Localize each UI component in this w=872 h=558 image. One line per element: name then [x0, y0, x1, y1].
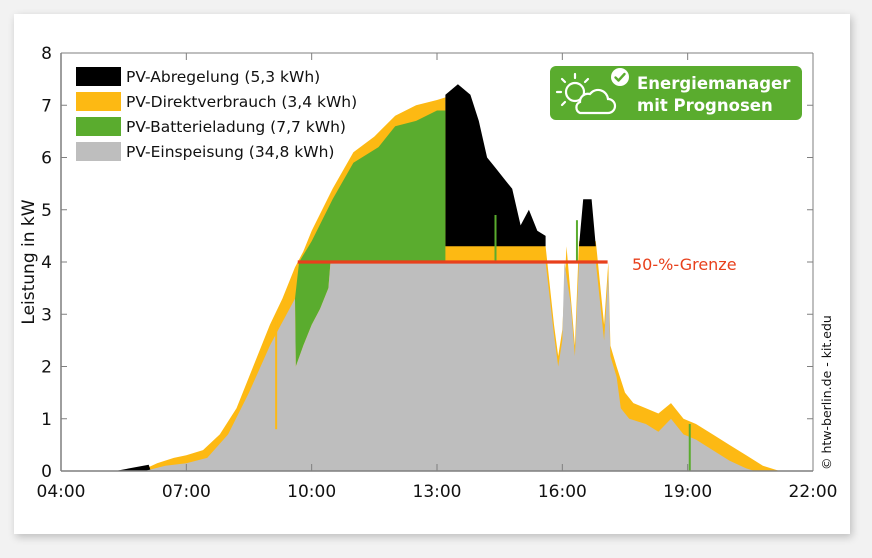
x-tick-label: 07:00	[162, 482, 211, 502]
y-tick-label: 3	[41, 305, 52, 325]
legend-swatch-direktverbrauch	[76, 92, 121, 111]
legend-swatch-abregelung	[76, 67, 121, 86]
copyright-text: © htw-berlin.de - kit.edu	[819, 315, 834, 470]
x-tick-label: 04:00	[37, 482, 86, 502]
x-tick-label: 22:00	[789, 482, 838, 502]
badge-line-1: Energiemanager	[637, 74, 791, 93]
y-tick-label: 1	[41, 410, 52, 430]
energy-manager-badge: Energiemanager mit Prognosen	[550, 66, 802, 120]
sun-cloud-icon	[555, 72, 617, 115]
y-tick-label: 6	[41, 149, 52, 169]
y-tick-label: 5	[41, 201, 52, 221]
y-tick-label: 8	[41, 44, 52, 64]
x-tick-label: 13:00	[413, 482, 462, 502]
area-batterieladung	[295, 110, 446, 367]
y-tick-label: 0	[41, 462, 52, 482]
legend: PV-Abregelung (5,3 kWh) PV-Direktverbrau…	[76, 67, 357, 161]
y-axis-title: Leistung in kW	[19, 199, 39, 324]
legend-swatch-einspeisung	[76, 142, 121, 161]
legend-label-batterieladung: PV-Batterieladung (7,7 kWh)	[126, 118, 346, 136]
area-abregelung	[445, 84, 596, 247]
badge-line-2: mit Prognosen	[637, 96, 773, 115]
x-tick-label: 19:00	[663, 482, 712, 502]
y-tick-label: 2	[41, 358, 52, 378]
plot-areas	[115, 84, 780, 472]
y-tick-label: 7	[41, 96, 52, 116]
legend-label-direktverbrauch: PV-Direktverbrauch (3,4 kWh)	[126, 93, 357, 111]
x-tick-label: 16:00	[538, 482, 587, 502]
x-tick-label: 10:00	[287, 482, 336, 502]
legend-label-einspeisung: PV-Einspeisung (34,8 kWh)	[126, 143, 334, 161]
legend-label-abregelung: PV-Abregelung (5,3 kWh)	[126, 68, 320, 86]
area-einspeisung	[144, 262, 772, 471]
check-circle-icon	[611, 68, 629, 86]
y-tick-label: 4	[41, 253, 52, 273]
legend-swatch-batterieladung	[76, 117, 121, 136]
limit-label: 50-%-Grenze	[632, 255, 737, 274]
axis-ticks: 0 1 2 3 4 5 6 7 8 04:00 07:00 10:00 13:00 16:00 19:00 2…	[37, 44, 838, 502]
area-abregelung-morning	[115, 464, 151, 471]
